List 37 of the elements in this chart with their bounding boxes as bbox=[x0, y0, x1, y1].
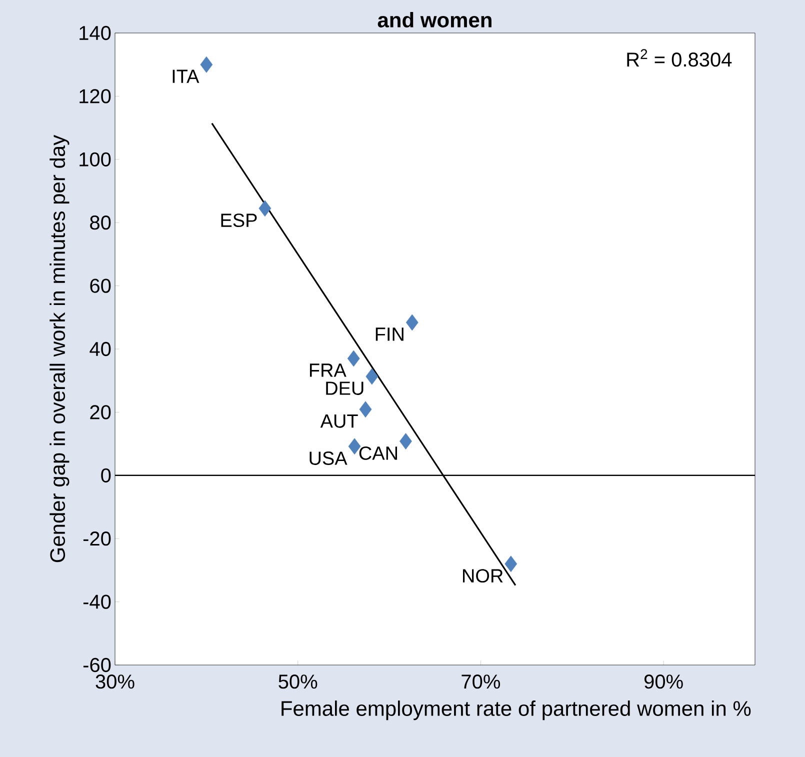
point bbox=[359, 401, 372, 418]
y-tick-label: 80 bbox=[90, 216, 111, 230]
annotation: ITA bbox=[172, 70, 200, 83]
y-tick-label: 0 bbox=[101, 468, 111, 482]
y-tick-label: -60 bbox=[83, 658, 111, 672]
x-tick-label: 30% bbox=[96, 674, 134, 689]
x-tick-label: 90% bbox=[644, 674, 683, 689]
annotation: NOR bbox=[463, 569, 503, 583]
annotation: ESP bbox=[221, 214, 257, 228]
point bbox=[347, 350, 360, 367]
point bbox=[504, 556, 518, 572]
y-tick-label: 120 bbox=[80, 89, 111, 104]
point bbox=[258, 200, 272, 217]
y-axis-title: Gender gap in overall work in minutes per day bbox=[50, 134, 70, 562]
y-tick-label: 60 bbox=[90, 278, 111, 293]
point bbox=[406, 314, 418, 331]
annotation: USA bbox=[310, 452, 348, 465]
y-tick-label: 40 bbox=[90, 342, 111, 356]
x-axis-title: Female employment rate of partnered women in % bbox=[282, 700, 751, 720]
y-tick-label: -40 bbox=[83, 594, 111, 609]
annotation: R$^{2}$ = 0.8304 bbox=[627, 49, 732, 67]
y-tick-label: 20 bbox=[90, 405, 111, 420]
chart-title: and women bbox=[378, 12, 492, 28]
x-tick-label: 50% bbox=[278, 674, 318, 689]
y-tick-label: 140 bbox=[80, 26, 111, 40]
annotation: AUT bbox=[320, 414, 358, 428]
annotation: FIN bbox=[376, 328, 404, 341]
x-tick-label: 70% bbox=[462, 674, 500, 689]
annotation: FRA bbox=[310, 364, 346, 377]
annotation: CAN bbox=[359, 446, 397, 460]
point bbox=[366, 368, 378, 385]
point bbox=[348, 438, 361, 455]
annotation: DEU bbox=[326, 382, 364, 395]
y-tick-label: 100 bbox=[80, 152, 111, 166]
point bbox=[400, 433, 412, 450]
y-tick-label: -20 bbox=[83, 532, 111, 546]
point bbox=[200, 56, 213, 73]
